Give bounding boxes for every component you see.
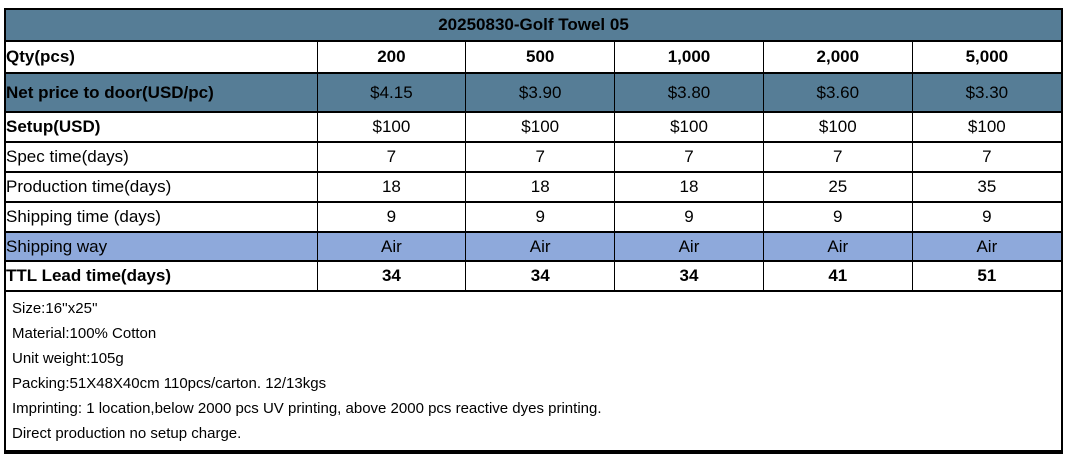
setup-value: $100: [614, 112, 764, 142]
production-time-value: 18: [614, 172, 764, 202]
price-value: $3.90: [465, 73, 615, 112]
row-label: Setup(USD): [6, 117, 101, 136]
ttl-lead-time-value: 34: [316, 261, 466, 291]
table-row-shipping-way: Shipping way Air Air Air Air Air: [6, 232, 1061, 261]
table-row-spec-time: Spec time(days) 7 7 7 7 7: [6, 142, 1061, 172]
qty-value: 500: [465, 41, 615, 73]
table-row-shipping-time: Shipping time (days) 9 9 9 9 9: [6, 202, 1061, 232]
ttl-lead-time-value: 41: [762, 261, 913, 291]
price-value: $3.60: [762, 73, 913, 112]
note-imprinting: Imprinting: 1 location,below 2000 pcs UV…: [12, 400, 602, 417]
quote-sheet: 20250830-Golf Towel 05 Qty(pcs) 200 500 …: [4, 8, 1063, 454]
qty-value: 1,000: [614, 41, 764, 73]
ttl-lead-time-value: 51: [911, 261, 1061, 291]
row-label: Qty(pcs): [6, 47, 75, 66]
note-direct-production: Direct production no setup charge.: [12, 425, 242, 442]
row-label: Production time(days): [6, 177, 172, 196]
shipping-time-value: 9: [614, 202, 764, 232]
title-row: 20250830-Golf Towel 05: [6, 10, 1061, 41]
spec-time-value: 7: [465, 142, 615, 172]
price-value: $4.15: [316, 73, 466, 112]
production-time-value: 18: [316, 172, 466, 202]
row-label: Shipping way: [6, 232, 317, 261]
shipping-way-value: Air: [911, 232, 1061, 261]
setup-value: $100: [465, 112, 615, 142]
note-packing: Packing:51X48X40cm 110pcs/carton. 12/13k…: [12, 375, 327, 392]
setup-value: $100: [911, 112, 1061, 142]
shipping-time-value: 9: [316, 202, 466, 232]
shipping-way-value: Air: [465, 232, 615, 261]
production-time-value: 25: [762, 172, 913, 202]
ttl-lead-time-value: 34: [465, 261, 615, 291]
spec-time-value: 7: [911, 142, 1061, 172]
note-material: Material:100% Cotton: [12, 325, 157, 342]
row-label: Shipping time (days): [6, 207, 161, 226]
table-row-production-time: Production time(days) 18 18 18 25 35: [6, 172, 1061, 202]
shipping-time-value: 9: [911, 202, 1061, 232]
setup-value: $100: [762, 112, 913, 142]
table-row-net-price: Net price to door(USD/pc) $4.15 $3.90 $3…: [6, 73, 1061, 112]
price-value: $3.30: [911, 73, 1061, 112]
spec-time-value: 7: [614, 142, 764, 172]
setup-value: $100: [316, 112, 466, 142]
row-label: Net price to door(USD/pc): [6, 73, 317, 112]
note-size: Size:16''x25'': [12, 300, 98, 317]
table-row-setup: Setup(USD) $100 $100 $100 $100 $100: [6, 112, 1061, 142]
row-label: Spec time(days): [6, 147, 129, 166]
price-value: $3.80: [614, 73, 764, 112]
quote-table: 20250830-Golf Towel 05 Qty(pcs) 200 500 …: [6, 10, 1061, 292]
production-time-value: 18: [465, 172, 615, 202]
shipping-time-value: 9: [762, 202, 913, 232]
qty-value: 5,000: [911, 41, 1061, 73]
shipping-way-value: Air: [614, 232, 764, 261]
spec-time-value: 7: [316, 142, 466, 172]
shipping-time-value: 9: [465, 202, 615, 232]
sheet-title: 20250830-Golf Towel 05: [6, 10, 1061, 41]
note-unit-weight: Unit weight:105g: [12, 350, 124, 367]
qty-value: 2,000: [762, 41, 913, 73]
production-time-value: 35: [911, 172, 1061, 202]
table-row-qty: Qty(pcs) 200 500 1,000 2,000 5,000: [6, 41, 1061, 73]
table-row-ttl-lead-time: TTL Lead time(days) 34 34 34 41 51: [6, 261, 1061, 291]
ttl-lead-time-value: 34: [614, 261, 764, 291]
shipping-way-value: Air: [316, 232, 466, 261]
qty-value: 200: [316, 41, 466, 73]
shipping-way-value: Air: [762, 232, 913, 261]
spec-time-value: 7: [762, 142, 913, 172]
row-label: TTL Lead time(days): [6, 266, 171, 285]
notes-section: Size:16''x25'' Material:100% Cotton Unit…: [6, 292, 1061, 450]
